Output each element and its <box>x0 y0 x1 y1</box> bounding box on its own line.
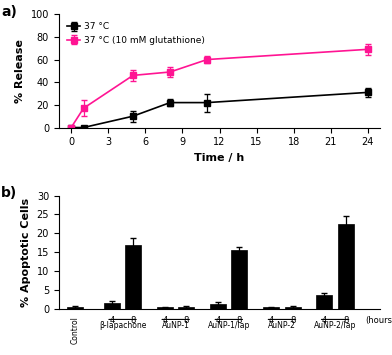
Text: 4: 4 <box>216 316 221 325</box>
Legend: 37 °C, 37 °C (10 mM glutathione): 37 °C, 37 °C (10 mM glutathione) <box>64 19 209 48</box>
Bar <box>67 307 83 309</box>
Text: 4: 4 <box>162 316 168 325</box>
Text: a): a) <box>1 5 17 19</box>
Bar <box>125 245 141 309</box>
Bar <box>231 250 247 309</box>
Text: 8: 8 <box>343 316 348 325</box>
Text: 8: 8 <box>183 316 189 325</box>
Text: b): b) <box>1 186 17 201</box>
Bar <box>285 307 301 309</box>
Text: 8: 8 <box>237 316 242 325</box>
X-axis label: Time / h: Time / h <box>194 153 245 163</box>
Text: β-lapachone: β-lapachone <box>99 321 146 330</box>
Text: 4: 4 <box>269 316 274 325</box>
Bar <box>263 307 279 309</box>
Bar <box>104 303 120 309</box>
Text: 4: 4 <box>322 316 327 325</box>
Text: 8: 8 <box>290 316 295 325</box>
Bar <box>316 295 332 309</box>
Text: 4: 4 <box>109 316 114 325</box>
Y-axis label: % Release: % Release <box>15 39 25 103</box>
Text: 8: 8 <box>131 316 136 325</box>
Text: Control: Control <box>70 316 79 344</box>
Text: AuNP-1/lap: AuNP-1/lap <box>208 321 250 330</box>
Text: AuNP-2/lap: AuNP-2/lap <box>314 321 356 330</box>
Bar <box>178 307 194 309</box>
Bar <box>338 224 354 309</box>
Y-axis label: % Apoptotic Cells: % Apoptotic Cells <box>21 198 31 307</box>
Text: AuNP-2: AuNP-2 <box>268 321 296 330</box>
Text: AuNP-1: AuNP-1 <box>162 321 190 330</box>
Text: (hours): (hours) <box>366 316 392 325</box>
Bar <box>210 304 226 309</box>
Bar <box>157 307 173 309</box>
